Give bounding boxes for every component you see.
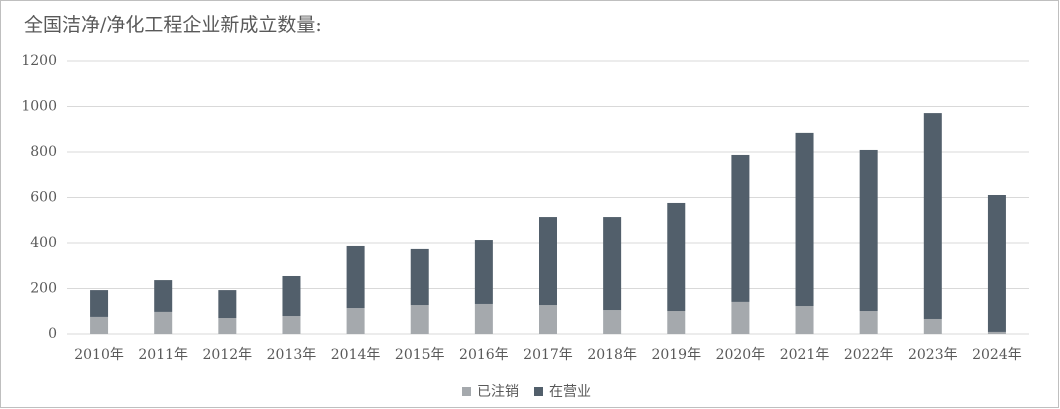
y-tick-label: 800 bbox=[30, 144, 57, 160]
legend-swatch bbox=[534, 387, 543, 396]
bar-segment bbox=[154, 311, 173, 334]
bar-segment bbox=[90, 290, 109, 317]
bar-segment bbox=[410, 248, 429, 306]
x-tick-label: 2013年 bbox=[267, 347, 317, 363]
bar-segment bbox=[731, 154, 750, 302]
bar-segment bbox=[539, 305, 557, 334]
bar-segment bbox=[346, 308, 365, 334]
bar-segment bbox=[859, 311, 878, 334]
bar-segment bbox=[923, 318, 942, 334]
x-tick-label: 2021年 bbox=[780, 347, 830, 363]
x-tick-label: 2015年 bbox=[395, 347, 445, 363]
chart-title: 全国洁净/净化工程企业新成立数量: bbox=[24, 14, 322, 36]
y-tick-label: 0 bbox=[48, 326, 57, 342]
x-tick-label: 2017年 bbox=[523, 347, 573, 363]
y-tick-label: 400 bbox=[30, 235, 57, 251]
bar-segment bbox=[474, 240, 493, 304]
bar-segment bbox=[218, 290, 237, 319]
x-tick-label: 2018年 bbox=[587, 347, 637, 363]
legend-swatch bbox=[462, 387, 471, 396]
x-tick-label: 2010年 bbox=[74, 347, 124, 363]
x-tick-label: 2012年 bbox=[203, 347, 253, 363]
bar-segment bbox=[282, 316, 301, 334]
bar-segment bbox=[154, 280, 173, 312]
x-tick-label: 2014年 bbox=[331, 347, 381, 363]
x-tick-label: 2023年 bbox=[908, 347, 958, 363]
bar-segment bbox=[667, 311, 686, 334]
x-tick-label: 2020年 bbox=[716, 347, 766, 363]
y-tick-label: 1200 bbox=[21, 53, 57, 69]
bar-segment bbox=[218, 318, 237, 334]
bar-segment bbox=[90, 316, 109, 334]
bar-segment bbox=[539, 217, 557, 306]
bar-segment bbox=[410, 305, 429, 334]
bar-segment bbox=[667, 202, 686, 312]
bar-segment bbox=[731, 301, 750, 334]
y-tick-label: 200 bbox=[30, 281, 57, 297]
bar-segment bbox=[603, 310, 622, 334]
x-tick-label: 2019年 bbox=[651, 347, 701, 363]
bar-segment bbox=[346, 245, 365, 309]
y-tick-label: 1000 bbox=[21, 99, 57, 115]
x-tick-label: 2022年 bbox=[844, 347, 894, 363]
x-tick-label: 2016年 bbox=[459, 347, 509, 363]
bar-segment bbox=[859, 149, 878, 312]
legend-label: 已注销 bbox=[477, 384, 519, 400]
bar-segment bbox=[795, 132, 814, 307]
legend-label: 在营业 bbox=[549, 384, 591, 400]
bar-segment bbox=[603, 217, 622, 311]
bar-segment bbox=[474, 303, 493, 334]
x-tick-label: 2011年 bbox=[138, 347, 188, 363]
bar-segment bbox=[795, 306, 814, 334]
bar-segment bbox=[987, 331, 1006, 334]
bar-segment bbox=[923, 113, 942, 319]
bar-segment bbox=[282, 275, 301, 317]
x-tick-label: 2024年 bbox=[972, 347, 1022, 363]
y-tick-label: 600 bbox=[30, 190, 57, 206]
bar-segment bbox=[987, 194, 1006, 332]
